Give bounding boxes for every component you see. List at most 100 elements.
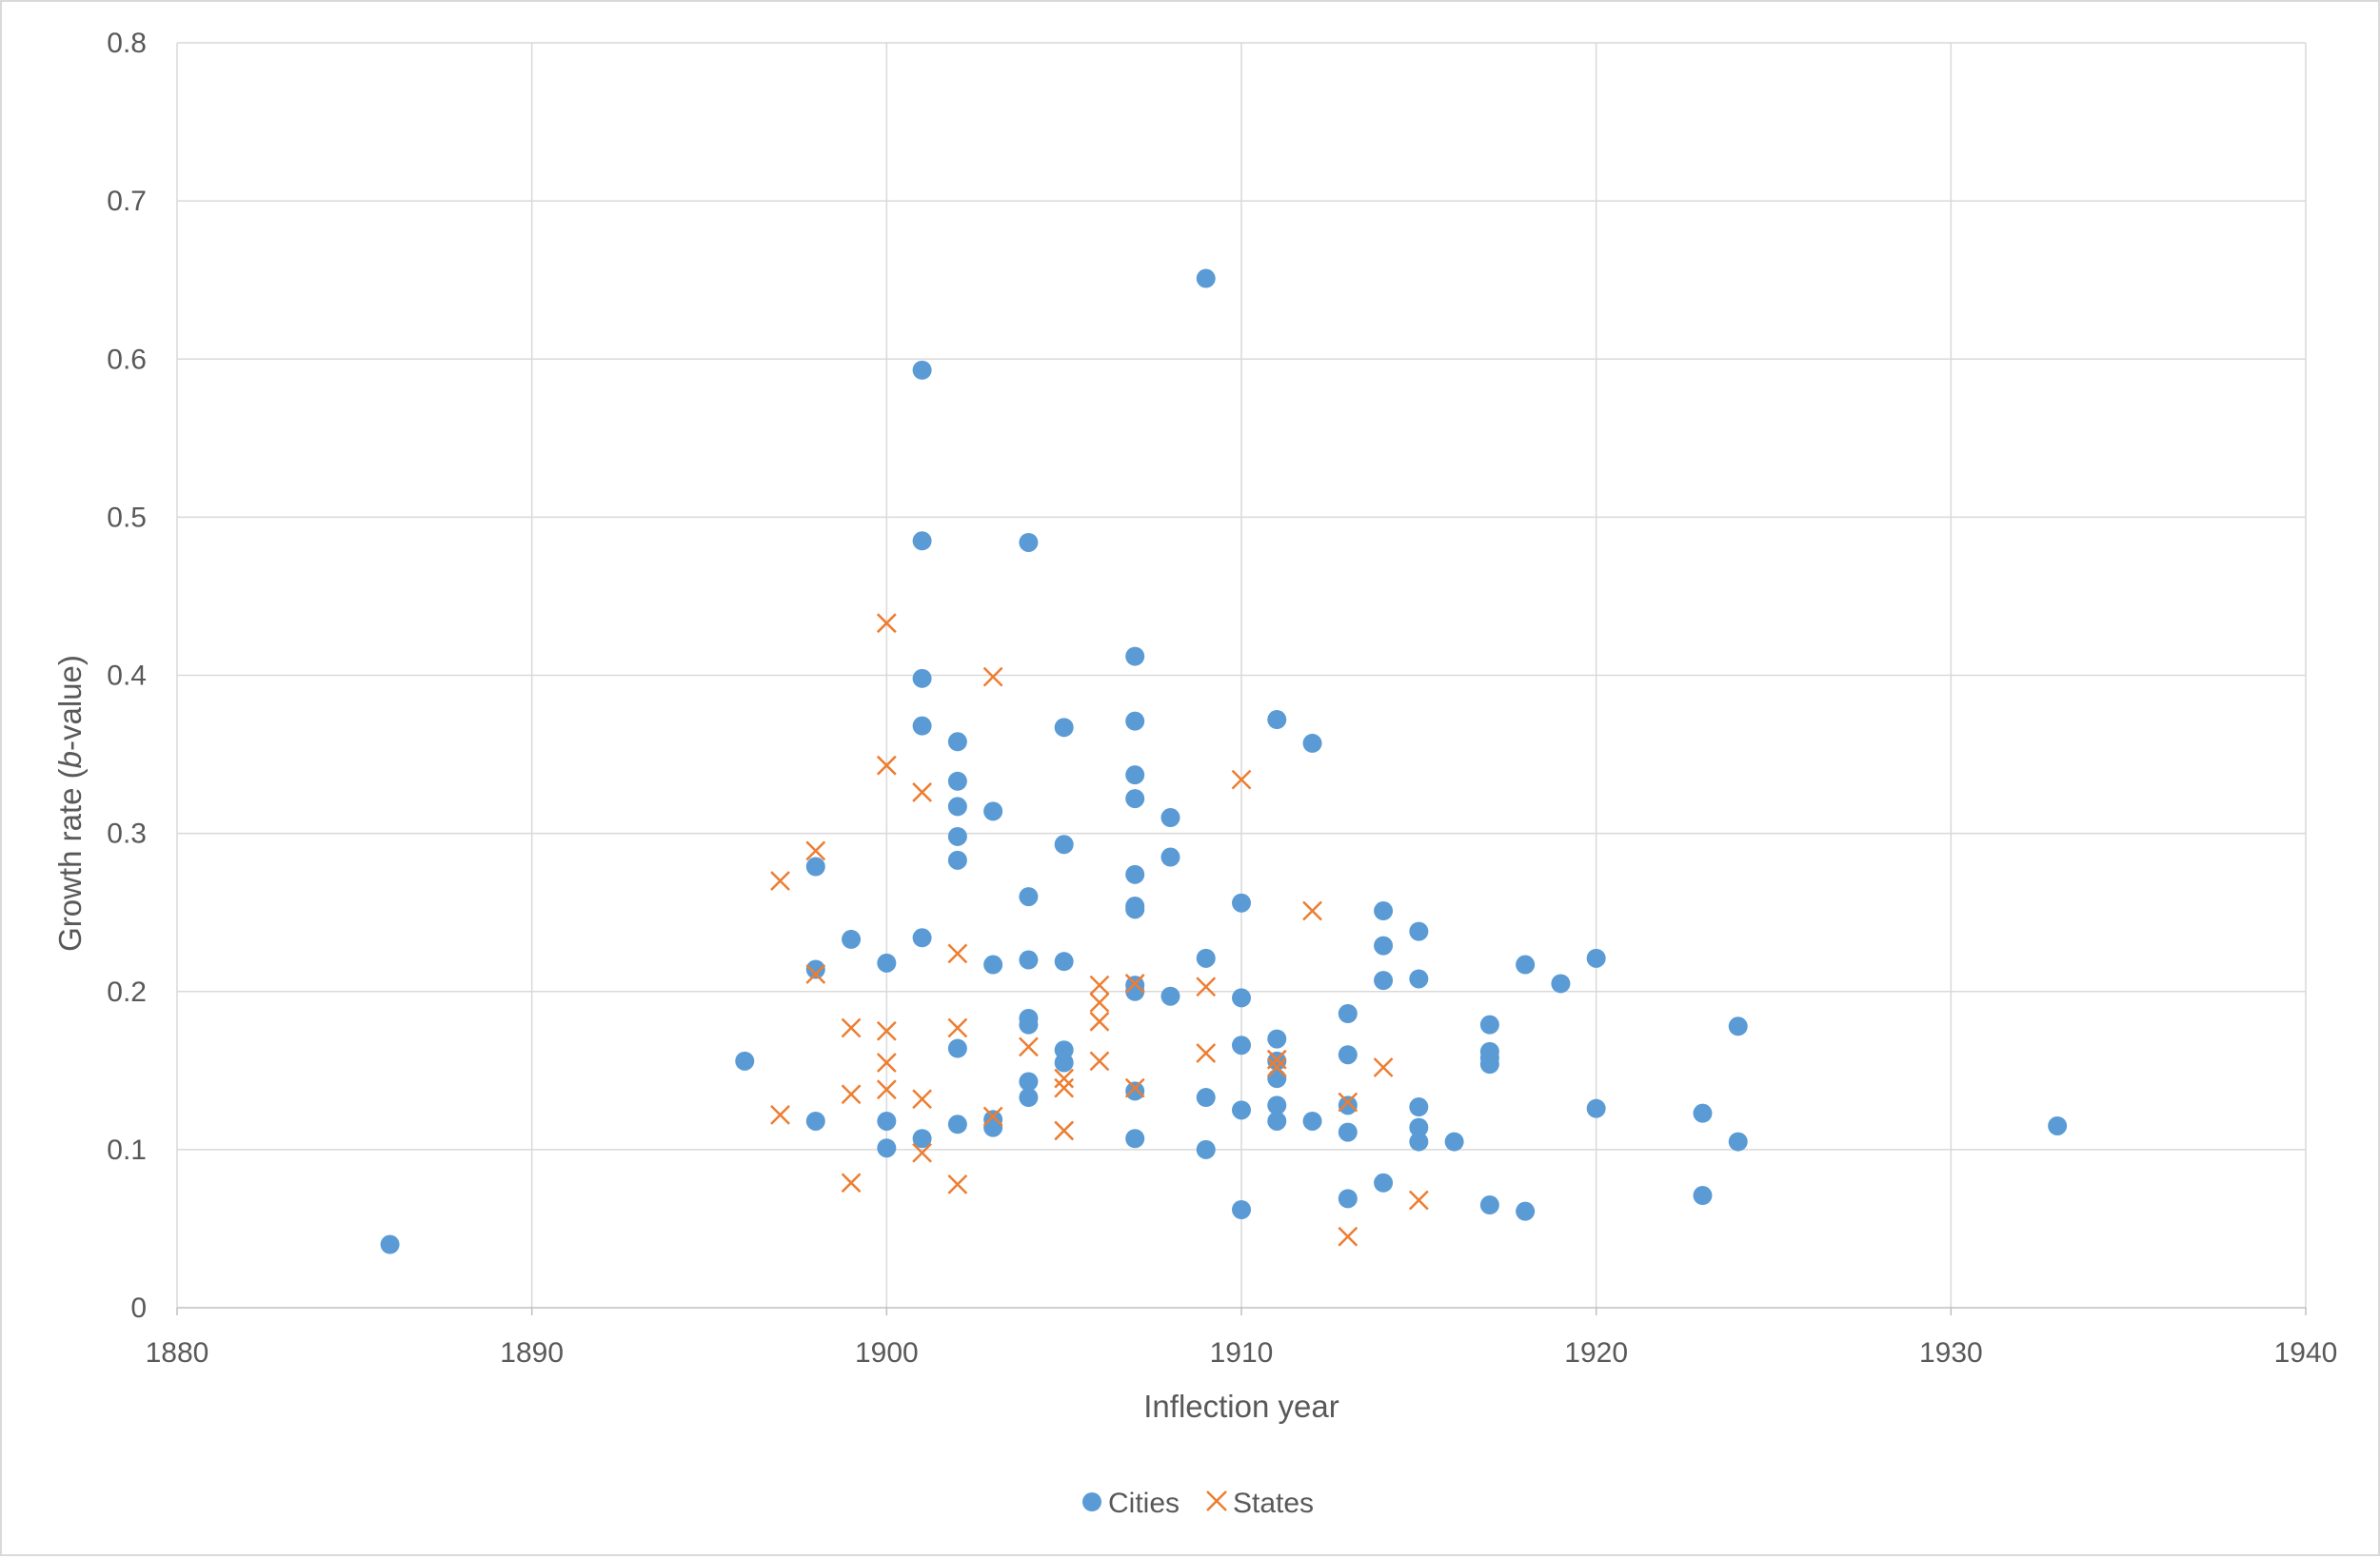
states-point [1124, 974, 1145, 994]
cities-point [1232, 988, 1251, 1008]
y-axis-ticks: 0 0.1 0.2 0.3 0.4 0.5 0.6 0.7 0.8 [107, 28, 147, 1324]
cities-point [735, 1051, 755, 1071]
cities-point [1479, 1015, 1499, 1035]
cities-point [1125, 711, 1145, 731]
states-point [912, 1142, 932, 1163]
states-point [1196, 1043, 1217, 1063]
cities-point [1338, 1189, 1358, 1209]
cities-point [1160, 847, 1180, 867]
cities-point [912, 928, 932, 948]
cities-point [947, 850, 967, 870]
data-points [380, 268, 2068, 1254]
states-point [876, 755, 897, 776]
states-point [1089, 1011, 1110, 1032]
states-point [1089, 1051, 1110, 1072]
cities-point [1551, 974, 1571, 994]
cities-point [1409, 921, 1429, 941]
cities-point [1019, 1072, 1039, 1092]
y-axis-title-part-2: -value) [52, 655, 88, 751]
cities-point [1125, 765, 1145, 785]
cities-point [842, 929, 862, 949]
cities-point [1125, 864, 1145, 884]
states-point [1338, 1226, 1359, 1247]
gridlines [177, 42, 2307, 1308]
cities-point [1196, 1088, 1216, 1108]
cities-point [1728, 1016, 1748, 1036]
cities-point [1054, 718, 1074, 738]
y-tick-label: 0.2 [107, 977, 147, 1008]
cities-point [912, 531, 932, 551]
states-point [876, 1079, 897, 1100]
cities-point [912, 668, 932, 688]
cities-point [1267, 1069, 1287, 1089]
cities-point [1302, 733, 1322, 753]
cities-point [1586, 1098, 1606, 1118]
x-axis-ticks: 1880 1890 1900 1910 1920 1930 1940 [146, 1337, 2338, 1369]
cities-point [912, 360, 932, 380]
cities-point [1125, 1129, 1145, 1149]
x-tick-label: 1910 [1210, 1337, 1274, 1369]
y-tick-label: 0.8 [107, 28, 147, 59]
cities-point [1586, 948, 1606, 968]
legend-cities-marker [1082, 1492, 1101, 1511]
cities-point [983, 955, 1003, 975]
x-tick-label: 1900 [855, 1337, 919, 1369]
cities-point [1267, 1095, 1287, 1115]
cities-point [380, 1234, 400, 1254]
cities-point [1019, 887, 1039, 907]
cities-point [983, 801, 1003, 821]
cities-point [1019, 1015, 1039, 1035]
cities-point [1516, 1201, 1536, 1221]
states-point [1019, 1036, 1039, 1057]
y-tick-label: 0.5 [107, 502, 147, 533]
cities-point [1444, 1132, 1464, 1152]
y-axis-title-part-1: Growth rate ( [52, 768, 88, 952]
states-point [770, 1104, 790, 1125]
cities-point [947, 1038, 967, 1058]
cities-point [1232, 1200, 1251, 1220]
states-point [876, 613, 897, 634]
y-tick-label: 0 [130, 1293, 147, 1324]
states-point [1196, 977, 1217, 997]
cities-point [983, 1117, 1003, 1137]
x-tick-label: 1920 [1564, 1337, 1628, 1369]
cities-point [1338, 1045, 1358, 1065]
cities-point [1409, 1097, 1429, 1117]
cities-point [805, 959, 825, 979]
states-point [1054, 1120, 1075, 1141]
cities-point [947, 732, 967, 752]
cities-point [1125, 646, 1145, 666]
cities-point [947, 826, 967, 846]
states-point [841, 1173, 862, 1194]
cities-point [2048, 1115, 2068, 1135]
cities-point [1693, 1186, 1713, 1206]
cities-point [1338, 1004, 1358, 1024]
cities-point [1054, 952, 1074, 972]
states-point [1266, 1049, 1287, 1070]
cities-point [1479, 1195, 1499, 1215]
y-axis-title-italic-b: b [52, 751, 88, 768]
states-point [1124, 1077, 1145, 1098]
cities-point [947, 771, 967, 791]
cities-point [805, 1111, 825, 1131]
cities-point [1409, 1132, 1429, 1152]
x-tick-label: 1890 [500, 1337, 564, 1369]
states-point [947, 943, 968, 964]
y-tick-label: 0.3 [107, 819, 147, 850]
cities-point [1196, 268, 1216, 288]
cities-point [912, 716, 932, 736]
cities-point [1054, 835, 1074, 855]
states-point [1338, 1092, 1359, 1113]
cities-point [947, 1115, 967, 1135]
cities-point [1160, 808, 1180, 828]
cities-point [1125, 789, 1145, 809]
states-point [912, 782, 932, 802]
states-point [1054, 1068, 1075, 1089]
states-point [805, 840, 826, 861]
cities-point [912, 1129, 932, 1149]
legend: Cities States [1082, 1488, 1314, 1519]
states-point [841, 1084, 862, 1105]
states-point [912, 1089, 932, 1110]
cities-point [1338, 1095, 1358, 1115]
states-point [947, 1174, 968, 1194]
